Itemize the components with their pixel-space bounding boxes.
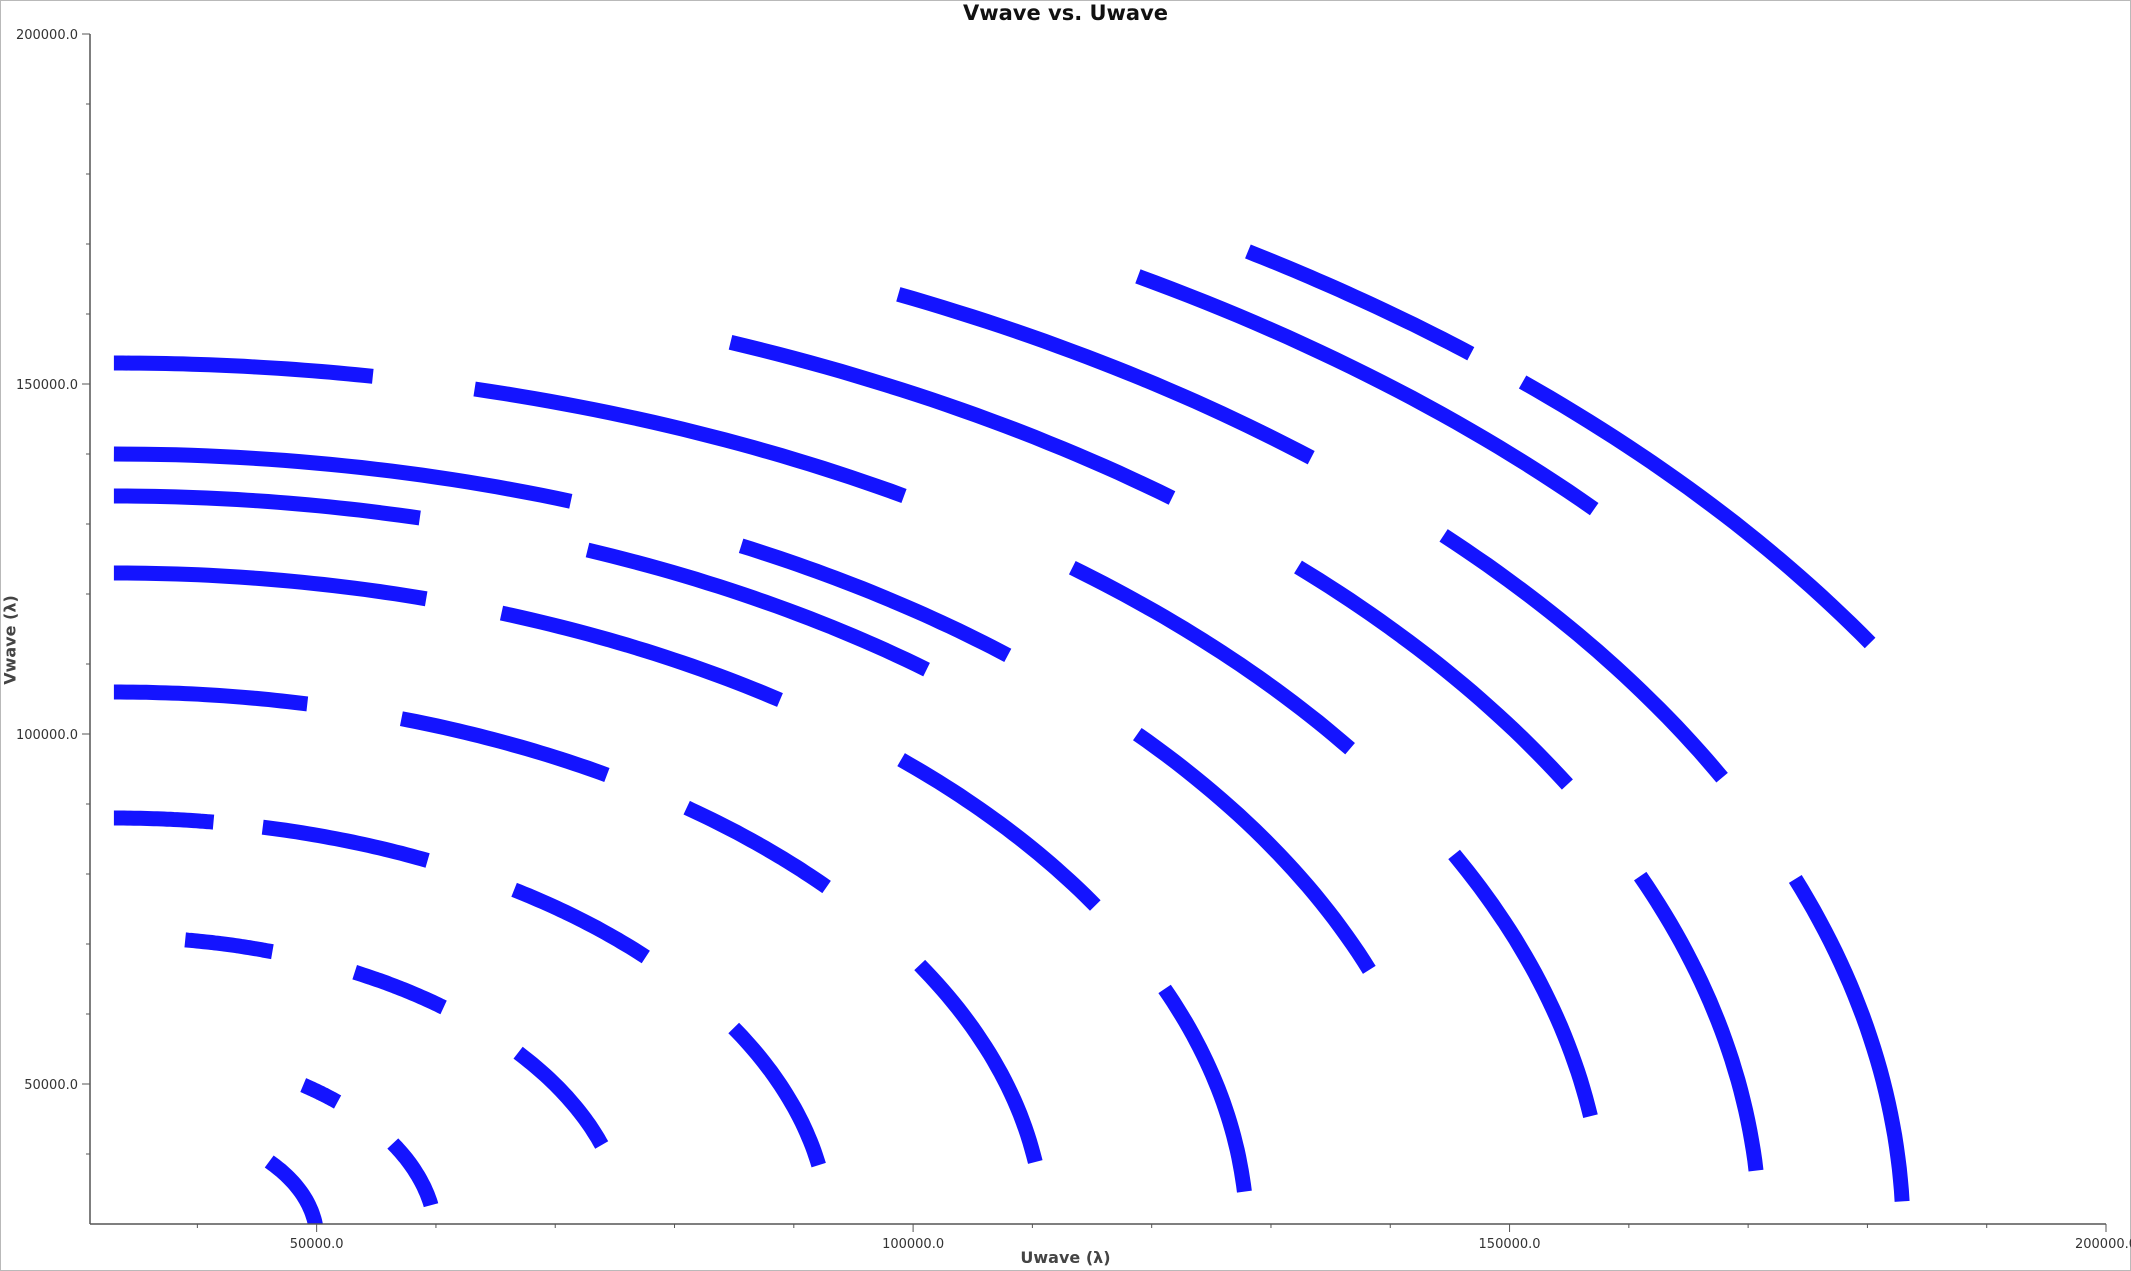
uv-tracks [113,244,1910,1224]
uv-track [113,565,428,607]
axes [82,33,2107,1232]
uv-track [1788,874,1910,1202]
uv-track [738,538,1012,663]
uv-track [1294,560,1573,790]
uv-track [1439,529,1728,783]
uv-track [113,446,573,509]
uv-track [300,1078,342,1109]
x-tick-label: 150000.0 [1479,1237,1541,1252]
y-tick-label: 150000.0 [16,378,78,393]
y-tick-label: 100000.0 [16,728,78,743]
uv-track [728,335,1176,505]
y-tick-label: 50000.0 [24,1078,78,1093]
y-tick-label: 200000.0 [16,28,78,43]
uv-track [1448,849,1598,1119]
tick-labels: 50000.0 100000.0 150000.0 200000.0 50000.0 10… [16,28,2131,1252]
x-tick-label: 200000.0 [2075,1237,2131,1252]
uv-track [113,684,309,712]
uv-track [1518,375,1876,649]
uv-track [896,287,1315,465]
uv-track [113,810,215,830]
uv-track [113,488,421,526]
uv-track [513,1046,609,1149]
uv-track [184,932,274,960]
uv-track [352,965,447,1015]
uv-track [264,1155,323,1224]
chart-title: Vwave vs. Uwave [962,1,1169,25]
x-axis-label: Uwave (λ) [1020,1248,1111,1267]
uv-track [914,959,1043,1164]
uv-track [1132,727,1376,974]
uv-track [1068,560,1355,755]
x-tick-label: 50000.0 [290,1237,344,1252]
uv-track [473,381,907,504]
uv-track [897,753,1101,911]
uv-track [683,800,831,894]
uv-track [1135,269,1599,516]
uv-track [113,355,374,384]
x-tick-label: 100000.0 [882,1237,944,1252]
uv-track [261,819,430,868]
uv-track [728,1022,826,1168]
uv-track [1158,984,1252,1193]
uv-track [511,882,650,964]
uv-track [399,711,610,783]
uv-track [387,1138,439,1208]
uv-track [499,605,783,707]
uv-track [585,542,930,677]
uv-track [1634,871,1764,1172]
uv-track [1245,244,1475,361]
